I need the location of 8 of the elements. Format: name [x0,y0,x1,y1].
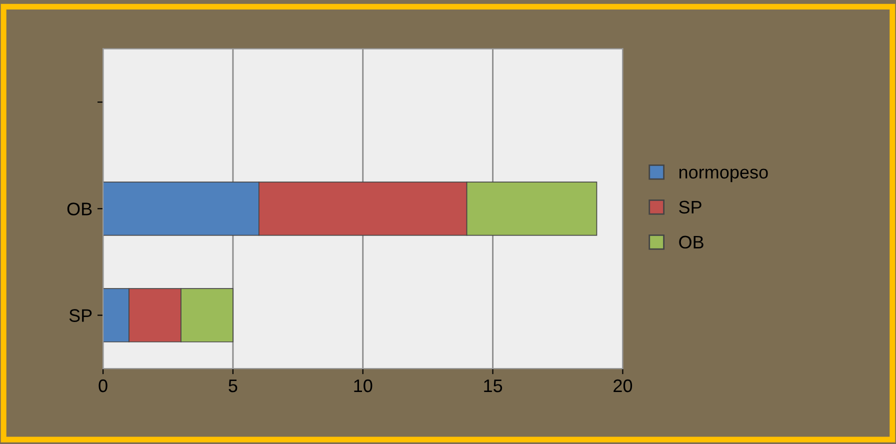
legend-label: OB [679,236,704,249]
x-tick-label: 10 [354,379,372,392]
x-tick-label: 15 [484,380,502,392]
x-tick-label: 0 [98,379,108,392]
legend-label: SP [679,200,702,214]
legend-label: normopeso [679,168,768,182]
x-tick-label: 5 [228,380,238,392]
x-tick-label: 20 [614,379,632,392]
